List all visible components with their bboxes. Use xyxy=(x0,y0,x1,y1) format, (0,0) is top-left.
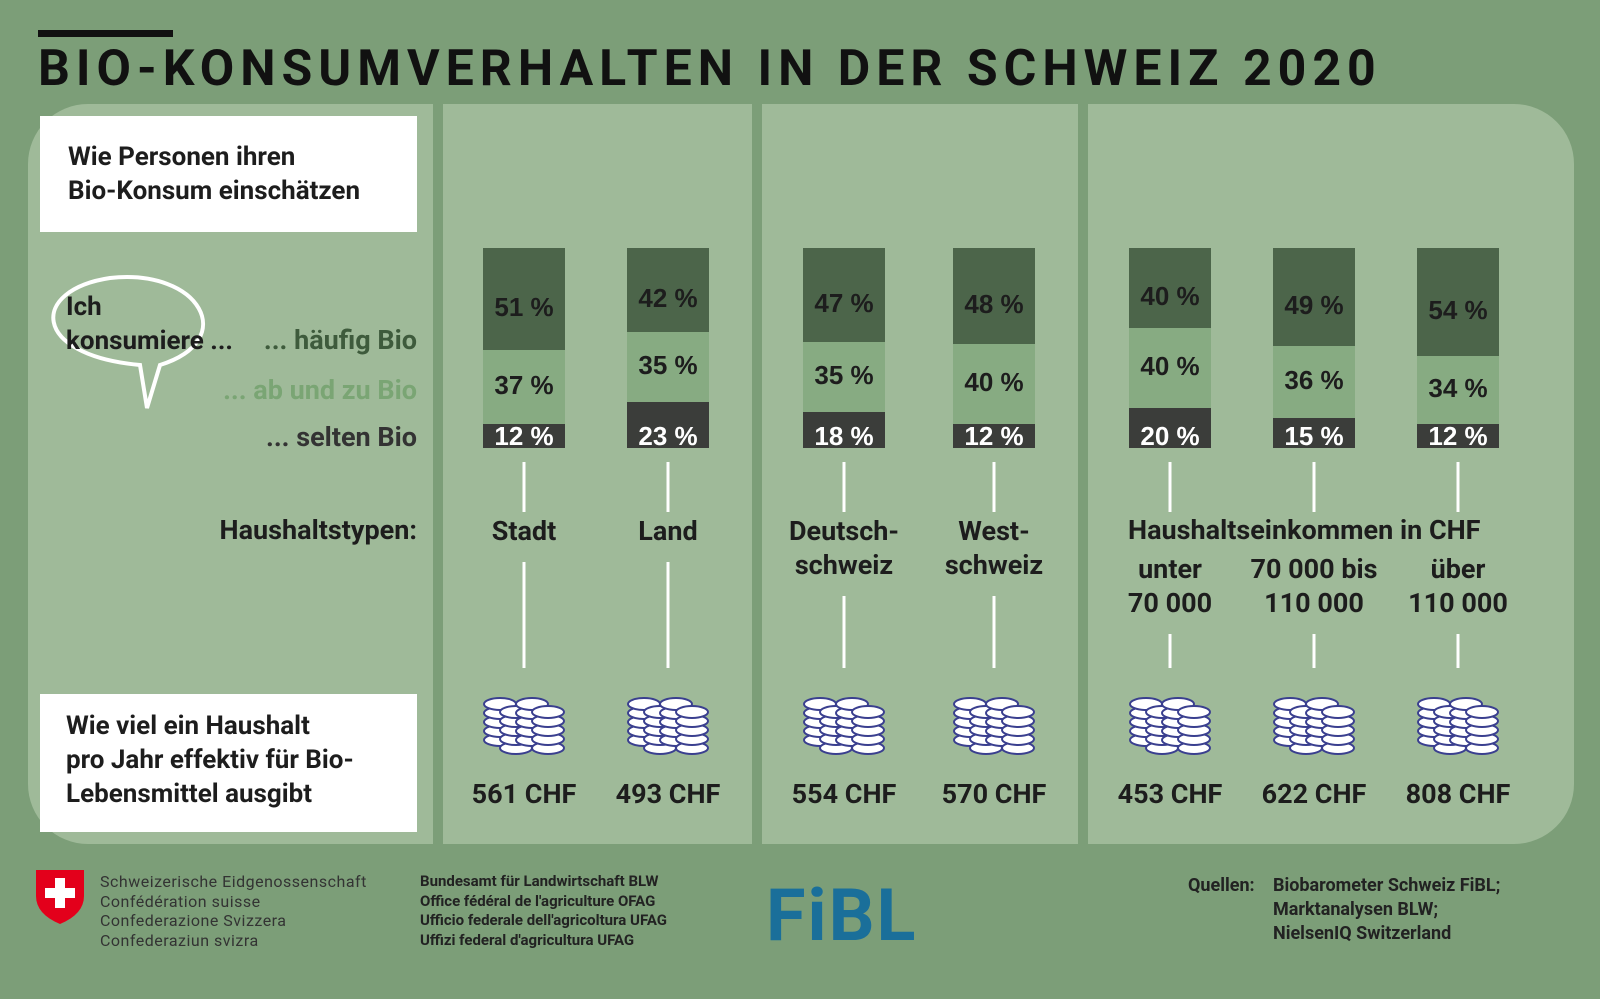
bar-segment xyxy=(1273,248,1355,346)
value-label: 37 % xyxy=(494,370,553,400)
coins-icon xyxy=(803,697,885,755)
bar-segment xyxy=(1273,346,1355,418)
spending-value: 622 CHF xyxy=(1261,778,1367,810)
sources: Biobarometer Schweiz FiBL; Marktanalysen… xyxy=(1273,875,1501,944)
spending-value: 554 CHF xyxy=(791,778,897,810)
office: Bundesamt für Landwirtschaft BLW Office … xyxy=(420,872,667,949)
value-label: 36 % xyxy=(1284,365,1343,395)
coins-icon xyxy=(627,697,709,755)
subtitle-box xyxy=(40,116,417,232)
sources-label: Quellen: xyxy=(1188,875,1255,896)
title-bar xyxy=(38,30,173,37)
bar-segment xyxy=(1273,418,1355,448)
speech-bubble xyxy=(51,275,205,409)
bar-segment xyxy=(1129,408,1211,448)
value-label: 49 % xyxy=(1284,290,1343,320)
swiss-flag xyxy=(36,870,84,924)
logo: FiBL xyxy=(766,873,918,958)
value-label: 42 % xyxy=(638,283,697,313)
group-label: Haushaltstypen: xyxy=(219,514,417,546)
category-label: 70 000 bis 110 000 xyxy=(1250,553,1378,619)
bar-segment xyxy=(1417,356,1499,424)
spending-value: 493 CHF xyxy=(615,778,721,810)
value-label: 35 % xyxy=(638,350,697,380)
spending-value: 561 CHF xyxy=(471,778,577,810)
value-label: 12 % xyxy=(494,421,553,451)
title: BIO-KONSUMVERHALTEN IN DER SCHWEIZ 2020 xyxy=(38,40,1382,98)
value-label: 12 % xyxy=(1428,421,1487,451)
coins-icon xyxy=(483,697,565,755)
separator xyxy=(433,104,443,844)
legend-label: ... ab und zu Bio xyxy=(223,374,417,406)
bar-segment xyxy=(953,424,1035,448)
bar-segment xyxy=(1417,424,1499,448)
value-label: 15 % xyxy=(1284,421,1343,451)
value-label: 12 % xyxy=(964,421,1023,451)
coins-icon xyxy=(1417,697,1499,755)
value-label: 51 % xyxy=(494,292,553,322)
subtitle: Wie Personen ihren Bio-Konsum einschätze… xyxy=(68,142,361,206)
coins-icon xyxy=(1273,697,1355,755)
coins-icon xyxy=(953,697,1035,755)
group-label: Haushaltseinkommen in CHF xyxy=(1128,514,1481,546)
legend-label: ... häufig Bio xyxy=(263,324,417,356)
value-label: 40 % xyxy=(964,367,1023,397)
bar-segment xyxy=(953,248,1035,344)
value-label: 54 % xyxy=(1428,295,1487,325)
spending-value: 570 CHF xyxy=(941,778,1047,810)
bar-segment xyxy=(803,248,885,342)
speech-text: Ich konsumiere ... xyxy=(66,292,233,356)
value-label: 18 % xyxy=(814,421,873,451)
bar-segment xyxy=(803,342,885,412)
spending-value: 453 CHF xyxy=(1117,778,1223,810)
value-label: 34 % xyxy=(1428,373,1487,403)
category-label: Deutsch- schweiz xyxy=(788,515,900,581)
bar-segment xyxy=(1417,248,1499,356)
category-label: Land xyxy=(638,515,698,547)
bar-segment xyxy=(627,332,709,402)
bar-segment xyxy=(627,248,709,332)
category-label: Stadt xyxy=(491,515,557,547)
bar-segment xyxy=(483,350,565,424)
confederation: Schweizerische Eidgenossenschaft Confédé… xyxy=(100,872,367,950)
bar-segment xyxy=(1129,328,1211,408)
spending-value: 808 CHF xyxy=(1405,778,1511,810)
category-label: über 110 000 xyxy=(1408,553,1508,619)
bar-segment xyxy=(803,412,885,448)
separator xyxy=(752,104,762,844)
separator xyxy=(1078,104,1088,844)
value-label: 40 % xyxy=(1140,281,1199,311)
category-label: West- schweiz xyxy=(944,515,1044,581)
value-label: 35 % xyxy=(814,360,873,390)
value-label: 20 % xyxy=(1140,421,1199,451)
spending-label: Wie viel ein Haushalt pro Jahr effektiv … xyxy=(66,711,354,809)
bar-segment xyxy=(627,402,709,448)
bar-segment xyxy=(483,248,565,350)
bar-segment xyxy=(953,344,1035,424)
value-label: 48 % xyxy=(964,289,1023,319)
category-label: unter 70 000 xyxy=(1127,553,1213,619)
value-label: 47 % xyxy=(814,288,873,318)
value-label: 23 % xyxy=(638,421,697,451)
legend-label: ... selten Bio xyxy=(266,421,417,453)
spending-box xyxy=(40,694,417,832)
bar-segment xyxy=(483,424,565,448)
coins-icon xyxy=(1129,697,1211,755)
value-label: 40 % xyxy=(1140,351,1199,381)
bar-segment xyxy=(1129,248,1211,328)
